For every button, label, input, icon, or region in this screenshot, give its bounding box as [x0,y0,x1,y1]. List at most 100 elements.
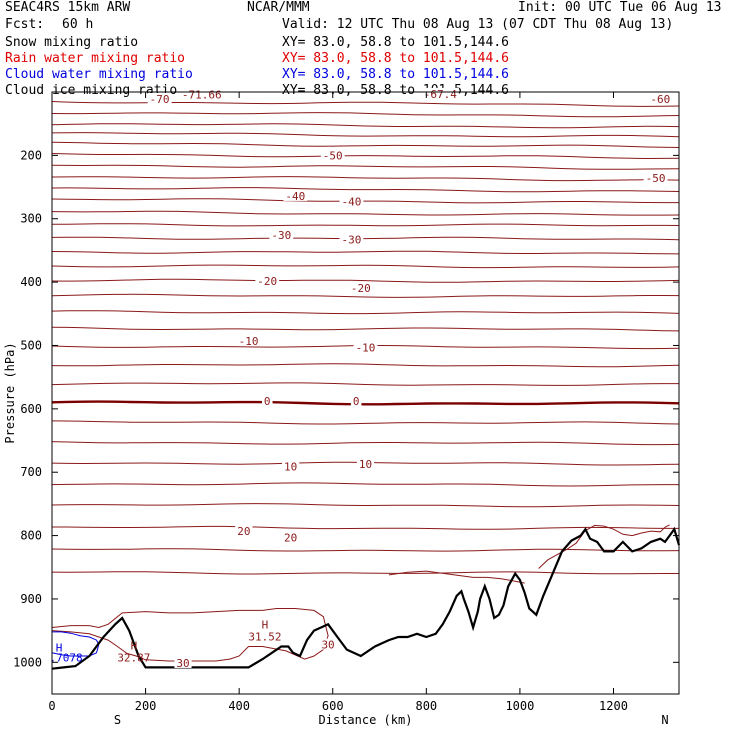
contour-label-bg [261,395,273,407]
cloud-contours [51,524,670,662]
isotherm-label: -40 [285,190,305,203]
isotherm-line [51,503,680,508]
x-tick-label: 800 [415,699,437,713]
y-tick-label: 200 [20,148,42,162]
forecast-label: Fcst: [5,17,45,32]
y-tick-label: 900 [20,592,42,606]
isotherm-label: 10 [284,461,297,474]
contour-labels: -71.66 -70 -67.4 -60 -50 -50 -40 -40 -30 -30 -20 -2… [49,87,673,670]
x-tick-label: 400 [228,699,250,713]
isotherm-line [51,132,680,138]
center-label: NCAR/MMM [247,0,310,15]
y-tick-label: 300 [20,212,42,226]
isotherm-line [51,210,680,216]
contour-label-bg [235,525,253,537]
north-label: N [661,713,668,727]
isotherm-label: -40 [342,196,362,209]
model-title: SEAC4RS 15km ARW [5,0,131,15]
isotherm-label: 10 [359,458,372,471]
x-tick-label: 1200 [599,699,628,713]
contour-label-bg [339,233,364,245]
contour-label-bg [339,195,364,207]
isotherm-line [51,141,680,148]
isotherm-line [51,101,680,107]
init-time: Init: 00 UTC Tue 06 Aug 13 [518,0,722,15]
contour-label-bg [421,87,459,99]
isotherm-line [51,548,680,552]
contour-label-bg [282,531,300,543]
isotherm-label: 30 [321,639,334,652]
contour-label-bg [356,457,375,469]
isotherm-label: 30 [176,657,189,670]
isotherm-label: 0 [353,395,360,408]
isotherm-line [51,278,680,283]
isotherm-label: -10 [239,335,259,348]
isotherm-line [51,153,680,160]
y-tick-label: 400 [20,275,42,289]
rain-water-contour-mid [388,570,525,584]
rain-water-contour [51,608,329,662]
field-cloud-ice-name: Cloud ice mixing ratio [5,83,178,98]
terrain-line [51,526,681,670]
isotherm-line [51,420,680,425]
contour-label-bg [320,149,345,161]
plot-frame [51,91,680,695]
contour-label-bg [147,92,172,104]
isotherm-lines [51,101,680,575]
isotherm-label: -20 [257,275,277,288]
axes: 0 200 400 600 800 1000 12002003004005006007008… [3,92,679,727]
isotherm-line [51,293,680,298]
field-rain-name: Rain water mixing ratio [5,51,186,66]
isotherm-line [51,310,680,315]
contour-label-bg [350,395,362,407]
isotherm-label: -60 [650,93,670,106]
high-marker: H [131,640,138,653]
isotherm-line [51,176,680,182]
isotherm-line [51,112,680,118]
high-value: 31.52 [248,631,281,644]
terrain-profile [51,526,681,670]
contour-label-bg [179,88,224,100]
x-tick-label: 200 [135,699,157,713]
contour-label-bg [269,229,294,241]
isotherm-line [51,236,680,241]
isotherm-line [51,441,680,446]
isotherm-line [51,250,680,255]
isotherm-line [51,264,680,269]
isotherm-label: 20 [284,531,297,544]
isotherm-line [51,187,680,193]
y-tick-label: 800 [20,529,42,543]
isotherm-label: -70 [150,93,170,106]
isotherm-line [51,571,679,575]
isotherm-line [52,223,680,227]
isotherm-label: -71.66 [182,89,222,102]
field-cloud-water-xy: XY= 83.0, 58.8 to 101.5,144.6 [282,67,509,82]
field-snow-xy: XY= 83.0, 58.8 to 101.5,144.6 [282,35,509,50]
high-marker: H [262,619,269,632]
contour-label-bg [643,172,668,184]
contour-label-bg [353,341,378,353]
isotherm-label: -30 [271,229,291,242]
south-label: S [114,713,121,727]
isotherm-line [51,198,679,204]
contour-label-bg [283,189,308,201]
y-tick-label: 700 [20,465,42,479]
isotherm-line [51,123,680,129]
isotherm-label: -50 [646,172,666,185]
forecast-hours: 60 h [62,17,94,32]
isotherm-label: -67.4 [424,88,457,101]
contour-label-bg [282,460,300,472]
isotherm-label: -10 [356,341,376,354]
contour-label-bg [319,638,337,650]
contour-label-bg [648,92,673,104]
x-tick-label: 0 [48,699,55,713]
contour-label-bg [236,335,261,347]
isotherm-line [51,382,679,386]
cloud-water-label: .7078 [49,652,82,665]
isotherm-label: -30 [342,234,362,247]
plot-border [51,91,680,695]
valid-time: Valid: 12 UTC Thu 08 Aug 13 (07 CDT Thu … [282,17,674,32]
isotherm-label: -50 [323,149,343,162]
y-axis-label: Pressure (hPa) [3,342,17,443]
